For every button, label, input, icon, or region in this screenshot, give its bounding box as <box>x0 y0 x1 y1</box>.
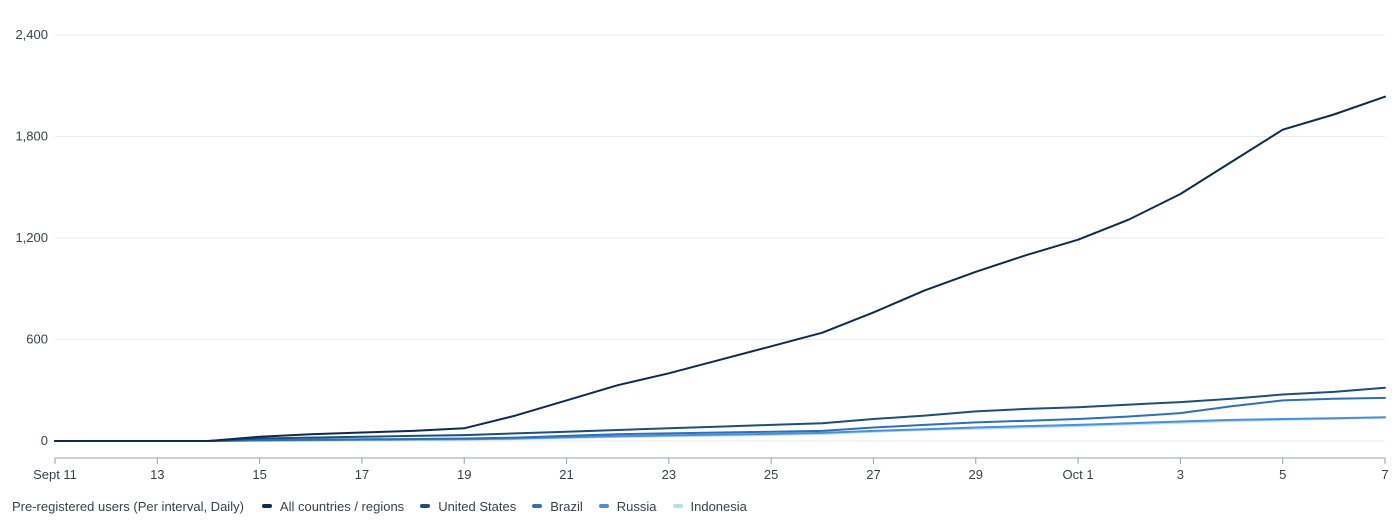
legend-item[interactable]: All countries / regions <box>261 498 405 514</box>
legend-swatch <box>598 504 609 508</box>
legend-label: Brazil <box>550 498 583 514</box>
legend-label: Indonesia <box>690 498 747 514</box>
x-tick-label: 5 <box>1279 467 1286 482</box>
series-line-all-countries-regions <box>54 95 1386 442</box>
x-tick-label: Oct 1 <box>1063 467 1094 482</box>
x-tick-label: 23 <box>662 467 676 482</box>
x-tick-label: 27 <box>866 467 880 482</box>
y-axis-tick-labels: 0 600 1,200 1,800 2,400 <box>15 27 48 448</box>
series-line-brazil <box>54 396 1386 442</box>
x-tick-label: 21 <box>559 467 573 482</box>
legend-swatch <box>672 504 683 508</box>
x-tick-label: 17 <box>355 467 369 482</box>
series-lines <box>54 95 1386 442</box>
legend-label: All countries / regions <box>279 498 405 514</box>
legend-item[interactable]: Indonesia <box>672 498 747 514</box>
legend-swatch <box>420 504 431 508</box>
y-tick-label: 2,400 <box>15 27 48 42</box>
series-line-united-states <box>54 386 1386 442</box>
x-tick-label: 3 <box>1177 467 1184 482</box>
x-tick-label: Sept 11 <box>33 467 77 482</box>
legend-label: Russia <box>616 498 657 514</box>
y-tick-label: 600 <box>26 332 48 347</box>
legend-item[interactable]: Brazil <box>532 499 583 514</box>
legend-item[interactable]: Russia <box>598 498 657 514</box>
legend-swatch <box>261 504 272 508</box>
x-tick-label: 19 <box>457 467 471 482</box>
x-tick-label: 25 <box>764 467 778 482</box>
x-tick-label: 7 <box>1381 467 1388 482</box>
legend-title: Pre-registered users (Per interval, Dail… <box>12 498 244 514</box>
legend-items: All countries / regions United States Braz… <box>261 498 763 514</box>
x-axis: Sept 11 13 15 17 19 21 23 25 27 29 Oct 1 3 5 7 <box>33 457 1389 482</box>
grid-lines <box>55 34 1385 442</box>
legend-label: United States <box>438 498 517 514</box>
x-tick-label: 29 <box>969 467 983 482</box>
x-tick-label: 13 <box>150 467 164 482</box>
legend: Pre-registered users (Per interval, Dail… <box>12 496 763 516</box>
y-tick-label: 1,200 <box>15 230 48 245</box>
x-tick-label: 15 <box>252 467 266 482</box>
y-tick-label: 1,800 <box>15 129 48 144</box>
legend-item[interactable]: United States <box>420 499 516 514</box>
y-tick-label: 0 <box>41 433 48 448</box>
legend-swatch <box>532 504 543 508</box>
